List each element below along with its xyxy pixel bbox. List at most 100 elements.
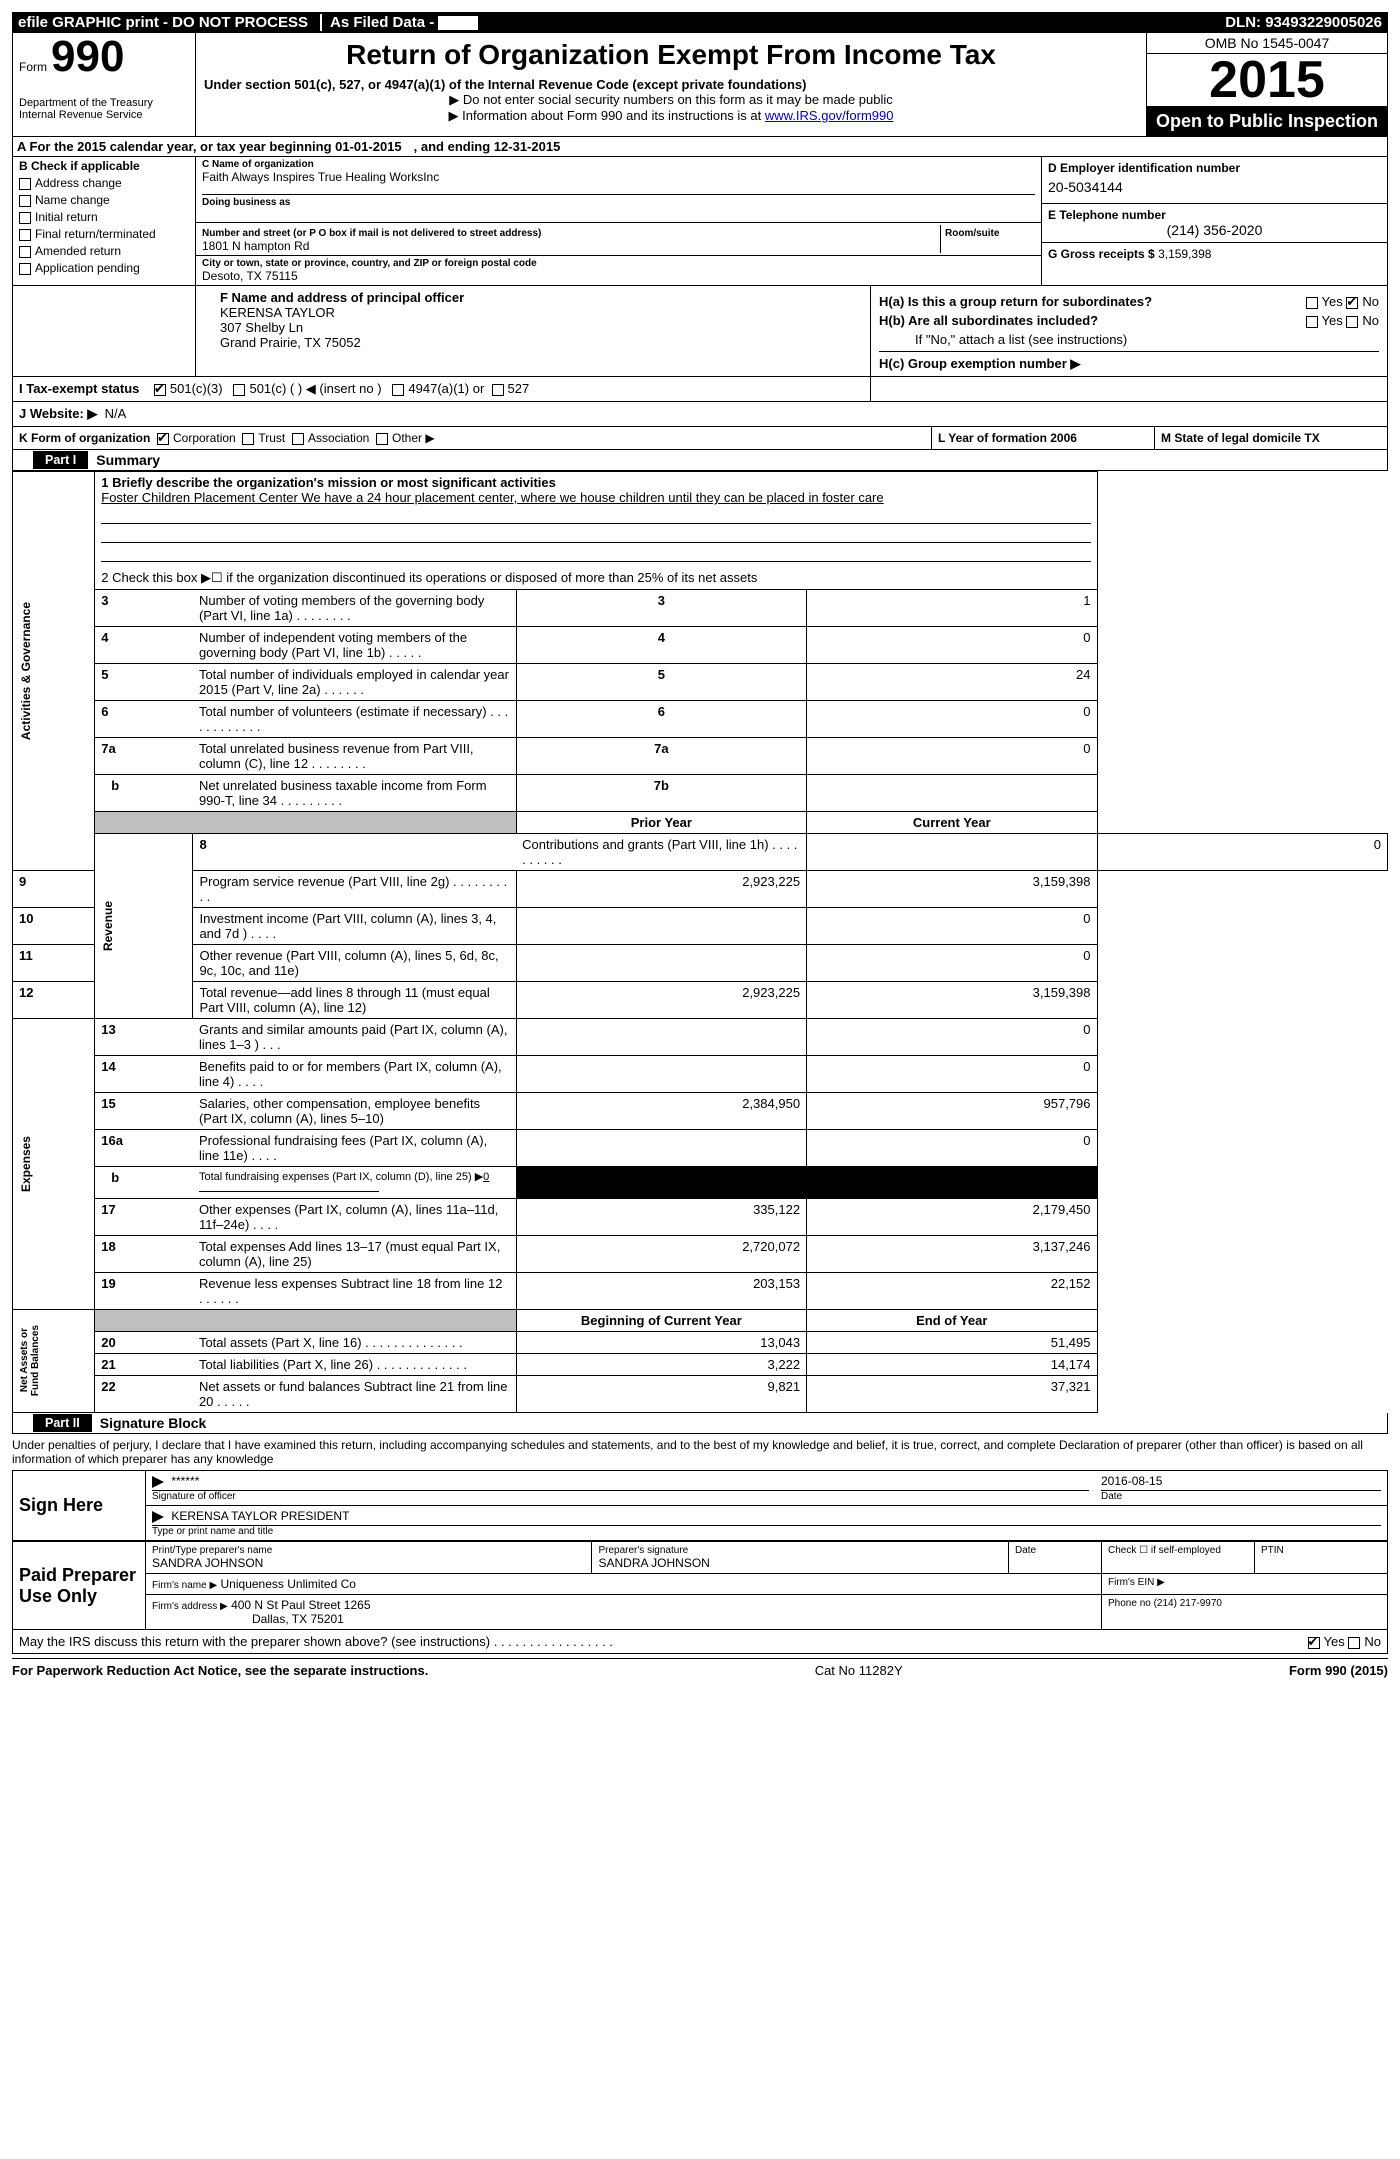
firm-name-lbl: Firm's name ▶ bbox=[152, 1580, 217, 1591]
header-left: Form 990 Department of the Treasury Inte… bbox=[13, 33, 196, 136]
prep-date-lbl: Date bbox=[1015, 1545, 1095, 1556]
gov-row-6: 6Total number of volunteers (estimate if… bbox=[13, 701, 1388, 738]
form-header: Form 990 Department of the Treasury Inte… bbox=[12, 33, 1388, 137]
firm-phone: Phone no (214) 217-9970 bbox=[1102, 1595, 1388, 1630]
col-de: D Employer identification number 20-5034… bbox=[1041, 157, 1387, 285]
footer: For Paperwork Reduction Act Notice, see … bbox=[12, 1658, 1388, 1678]
part-ii-tab: Part II bbox=[33, 1414, 92, 1432]
prep-name: SANDRA JOHNSON bbox=[152, 1556, 585, 1570]
col-f: F Name and address of principal officer … bbox=[196, 286, 870, 376]
ha-lbl: H(a) Is this a group return for subordin… bbox=[879, 294, 1152, 309]
c-city: Desoto, TX 75115 bbox=[202, 269, 1035, 283]
row-a: A For the 2015 calendar year, or tax yea… bbox=[12, 137, 1388, 157]
firm-addr1: 400 N St Paul Street 1265 bbox=[231, 1598, 370, 1612]
footer-right: Form 990 (2015) bbox=[1289, 1663, 1388, 1678]
summary-table: Activities & Governance 1 Briefly descri… bbox=[12, 471, 1388, 1413]
sig-date: 2016-08-15 bbox=[1101, 1474, 1162, 1488]
paid-preparer-label: Paid Preparer Use Only bbox=[13, 1542, 146, 1630]
col-h: H(a) Is this a group return for subordin… bbox=[870, 286, 1387, 376]
dept-line-1: Department of the Treasury bbox=[19, 97, 189, 109]
form-note-2: ▶ Information about Form 990 and its ins… bbox=[449, 108, 765, 123]
chk-application-pending[interactable]: Application pending bbox=[19, 261, 189, 275]
col-b: B Check if applicable Address change Nam… bbox=[13, 157, 196, 285]
c-addr: 1801 N hampton Rd bbox=[202, 239, 940, 253]
part-i-title: Summary bbox=[88, 450, 168, 470]
check-se: Check ☐ if self-employed bbox=[1102, 1542, 1255, 1574]
d-lbl: D Employer identification number bbox=[1048, 161, 1381, 175]
header-right: OMB No 1545-0047 2015 Open to Public Ins… bbox=[1146, 33, 1387, 136]
part-ii-title: Signature Block bbox=[92, 1413, 215, 1433]
discuss-row: May the IRS discuss this return with the… bbox=[12, 1630, 1388, 1654]
pen-icon-2 bbox=[152, 1511, 164, 1523]
topbar-mid: As Filed Data - bbox=[320, 14, 434, 31]
firm-name: Uniqueness Unlimited Co bbox=[221, 1577, 356, 1591]
form-number: 990 bbox=[51, 37, 124, 77]
chk-name-change[interactable]: Name change bbox=[19, 193, 189, 207]
gov-row-7a: 7aTotal unrelated business revenue from … bbox=[13, 738, 1388, 775]
footer-mid: Cat No 11282Y bbox=[815, 1663, 903, 1678]
form-subtitle: Under section 501(c), 527, or 4947(a)(1)… bbox=[204, 77, 1138, 92]
topbar-right: DLN: 93493229005026 bbox=[1225, 14, 1382, 31]
top-bar: efile GRAPHIC print - DO NOT PROCESS As … bbox=[12, 12, 1388, 33]
row-fh: F Name and address of principal officer … bbox=[12, 286, 1388, 377]
f-lbl: F Name and address of principal officer bbox=[220, 290, 862, 305]
tax-year: 2015 bbox=[1147, 54, 1387, 106]
row-a-mid: , and ending 12-31-2015 bbox=[414, 139, 561, 154]
chk-amended-return[interactable]: Amended return bbox=[19, 244, 189, 258]
c-room-lbl: Room/suite bbox=[945, 228, 999, 239]
i-lbl: I Tax-exempt status bbox=[19, 381, 139, 396]
b-header: B Check if applicable bbox=[19, 159, 189, 173]
row-i: I Tax-exempt status 501(c)(3) 501(c) ( )… bbox=[13, 377, 871, 401]
sign-here-label: Sign Here bbox=[13, 1471, 146, 1541]
firm-addr-lbl: Firm's address ▶ bbox=[152, 1601, 228, 1612]
sig-officer-lbl: Signature of officer bbox=[152, 1490, 1089, 1502]
line1-val: Foster Children Placement Center We have… bbox=[101, 490, 883, 505]
line1-lbl: 1 Briefly describe the organization's mi… bbox=[101, 475, 556, 490]
h-note: If "No," attach a list (see instructions… bbox=[879, 332, 1379, 347]
line2: 2 Check this box ▶☐ if the organization … bbox=[101, 570, 757, 585]
chk-final-return[interactable]: Final return/terminated bbox=[19, 227, 189, 241]
col-cde: C Name of organization Faith Always Insp… bbox=[196, 157, 1387, 285]
c-org-lbl: C Name of organization bbox=[202, 159, 1035, 170]
row-k: K Form of organization Corporation Trust… bbox=[12, 427, 1388, 450]
side-revenue: Revenue bbox=[101, 901, 115, 951]
declaration: Under penalties of perjury, I declare th… bbox=[12, 1434, 1388, 1470]
type-name-lbl: Type or print name and title bbox=[152, 1525, 1381, 1537]
prep-name-lbl: Print/Type preparer's name bbox=[152, 1545, 585, 1556]
g-lbl: G Gross receipts $ bbox=[1048, 247, 1155, 261]
ptin-lbl: PTIN bbox=[1255, 1542, 1388, 1574]
sign-here-table: Sign Here ****** Signature of officer 20… bbox=[12, 1470, 1388, 1541]
irs-link[interactable]: www.IRS.gov/form990 bbox=[765, 108, 894, 123]
f-addr2: Grand Prairie, TX 75052 bbox=[220, 335, 862, 350]
prep-sig: SANDRA JOHNSON bbox=[598, 1556, 1002, 1570]
f-addr1: 307 Shelby Ln bbox=[220, 320, 862, 335]
e-lbl: E Telephone number bbox=[1048, 208, 1381, 222]
dept-line-2: Internal Revenue Service bbox=[19, 109, 189, 121]
firm-ein: Firm's EIN ▶ bbox=[1102, 1574, 1388, 1595]
part-ii-header: Part II Signature Block bbox=[12, 1413, 1388, 1434]
e-val: (214) 356-2020 bbox=[1048, 222, 1381, 238]
gov-row-4: 4Number of independent voting members of… bbox=[13, 627, 1388, 664]
gov-row-5: 5Total number of individuals employed in… bbox=[13, 664, 1388, 701]
col-c: C Name of organization Faith Always Insp… bbox=[196, 157, 1041, 285]
hb-lbl: H(b) Are all subordinates included? bbox=[879, 313, 1098, 328]
row-j: J Website: ▶ N/A bbox=[12, 402, 1388, 427]
pen-icon bbox=[152, 1476, 164, 1488]
topbar-mid-value bbox=[438, 16, 478, 30]
gov-row-7b: bNet unrelated business taxable income f… bbox=[13, 775, 1388, 812]
preparer-table: Paid Preparer Use Only Print/Type prepar… bbox=[12, 1541, 1388, 1630]
chk-address-change[interactable]: Address change bbox=[19, 176, 189, 190]
d-val: 20-5034144 bbox=[1048, 175, 1381, 199]
ha-val: Yes No bbox=[1306, 294, 1379, 309]
open-inspection: Open to Public Inspection bbox=[1147, 106, 1387, 136]
side-net-assets: Net Assets orFund Balances bbox=[19, 1325, 41, 1396]
officer-name: KERENSA TAYLOR PRESIDENT bbox=[171, 1509, 349, 1523]
discuss-text: May the IRS discuss this return with the… bbox=[19, 1634, 613, 1649]
row-m: M State of legal domicile TX bbox=[1161, 431, 1320, 445]
f-name: KERENSA TAYLOR bbox=[220, 305, 862, 320]
c-city-lbl: City or town, state or province, country… bbox=[202, 258, 1035, 269]
form-title: Return of Organization Exempt From Incom… bbox=[204, 39, 1138, 71]
side-activities: Activities & Governance bbox=[19, 602, 33, 740]
footer-left: For Paperwork Reduction Act Notice, see … bbox=[12, 1663, 428, 1678]
chk-initial-return[interactable]: Initial return bbox=[19, 210, 189, 224]
